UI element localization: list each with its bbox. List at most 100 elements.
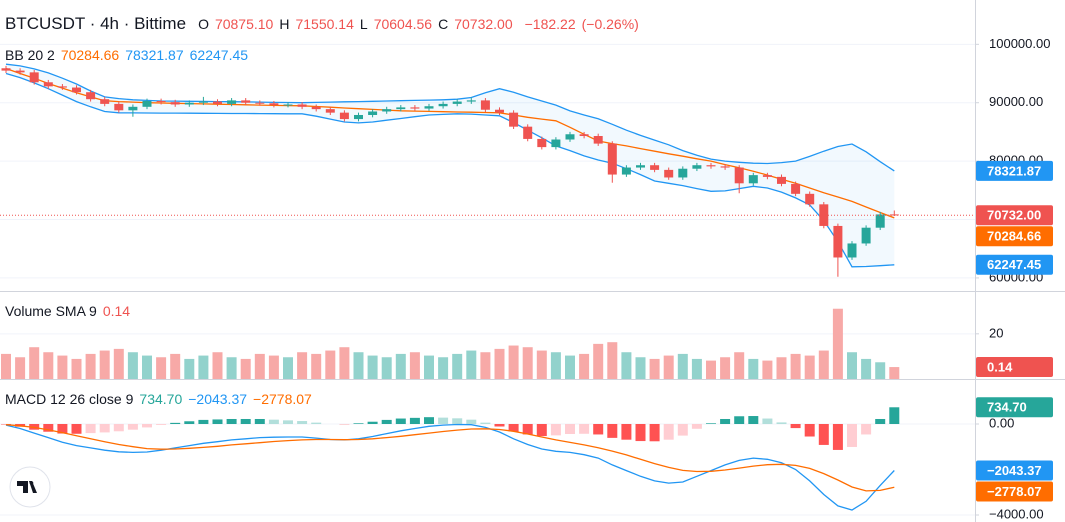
volume-bar: [522, 347, 533, 379]
volume-bar: [818, 350, 829, 379]
volume-bar: [156, 357, 167, 379]
candle-body: [875, 214, 885, 228]
candle-body: [114, 103, 124, 111]
bb-line: [5, 72, 895, 268]
macd-hist-bar: [649, 423, 660, 442]
candle-body: [142, 100, 152, 107]
macd-hist-bar: [522, 423, 533, 435]
price-badge: [976, 205, 1053, 226]
macd-hist-bar: [43, 423, 54, 432]
ohlc-key: H: [279, 16, 290, 32]
marks-layer: [0, 63, 975, 511]
volume-pane: [1, 308, 900, 379]
volume-bar: [762, 360, 773, 379]
main-legend: BTCUSDT · 4h · Bittime O 70875.10 H 71550.14…: [5, 14, 645, 34]
macd-hist-bar: [113, 423, 124, 432]
candle-body: [86, 92, 96, 100]
price-badge-label: −2043.37: [987, 463, 1042, 478]
volume-bar: [409, 352, 420, 379]
price-badge: [976, 254, 1053, 275]
macd-hist-bar: [268, 419, 279, 424]
volume-bar: [325, 350, 336, 379]
macd-value: −2043.37: [188, 391, 248, 407]
macd-hist-bar: [142, 423, 152, 428]
volume-bar: [353, 352, 364, 379]
candle-body: [15, 70, 25, 73]
volume-bar: [804, 355, 815, 379]
macd-hist-bar: [367, 421, 378, 424]
macd-hist-bar: [99, 423, 110, 433]
candle-body: [29, 72, 39, 83]
bb-value: 62247.45: [189, 47, 249, 63]
volume-bar: [268, 355, 279, 379]
macd-hist-bar: [283, 420, 293, 424]
bb-line: [5, 63, 895, 172]
volume-bar: [649, 358, 660, 379]
macd-title: MACD 12 26 close 9: [5, 391, 134, 407]
volume-bar: [691, 358, 702, 379]
volume-title: Volume SMA 9: [5, 303, 97, 319]
candle-body: [734, 167, 744, 184]
candle-body: [170, 102, 180, 105]
candle-body: [678, 168, 688, 178]
candle-body: [748, 175, 758, 184]
candle-body: [325, 109, 335, 113]
candle-body: [650, 165, 660, 170]
axis-layer: 100000.0090000.0080000.0070000.0060000.0…: [975, 36, 1053, 521]
candle-body: [297, 104, 307, 107]
candle-body: [762, 175, 772, 177]
candle-body: [861, 227, 871, 244]
candle-body: [339, 112, 349, 120]
volume-bar: [43, 352, 54, 379]
macd-hist-bar: [875, 418, 886, 424]
candle-body: [255, 102, 265, 104]
macd-hist-bar: [353, 423, 364, 424]
volume-bar: [847, 352, 857, 379]
macd-hist-bar: [226, 418, 237, 424]
volume-bar: [466, 350, 477, 379]
candle-body: [438, 103, 448, 107]
macd-hist-bar: [847, 423, 857, 447]
candle-body: [72, 87, 81, 93]
ohlc-readout: O 70875.10 H 71550.14 L 70604.56 C 70732.00: [198, 16, 519, 32]
candle-body: [184, 102, 194, 105]
candle-body: [551, 139, 561, 148]
macd-hist-bar: [593, 423, 604, 435]
candle-body: [368, 111, 378, 115]
volume-bar: [240, 358, 251, 379]
candle-body: [1, 68, 11, 71]
ohlc-value: 71550.14: [295, 16, 354, 32]
macd-hist-bar: [748, 416, 759, 424]
volume-bar: [85, 353, 96, 379]
price-badge-label: 0.14: [987, 359, 1013, 374]
candle-body: [156, 100, 166, 103]
volume-bar: [494, 348, 505, 379]
macd-hist-bar: [691, 423, 702, 429]
volume-bar: [170, 353, 181, 379]
volume-bar: [226, 357, 237, 379]
volume-bar: [184, 358, 195, 379]
candle-body: [523, 126, 533, 139]
volume-bar: [861, 358, 872, 379]
candle-body: [241, 100, 251, 103]
volume-bar: [663, 355, 674, 379]
macd-value: −2778.07: [253, 391, 312, 407]
candle-body: [537, 138, 547, 148]
bb-values: 70284.66 78321.87 62247.45: [61, 47, 254, 63]
candle-body: [128, 106, 138, 111]
candle-body: [410, 107, 420, 109]
logo-badge: [9, 466, 51, 508]
macd-hist-bar: [156, 423, 167, 425]
bb-line: [5, 67, 895, 219]
bb-legend: BB 20 2 70284.66 78321.87 62247.45: [5, 47, 260, 63]
macd-values: −2043.37 −2778.07: [188, 391, 318, 407]
ohlc-value: 70875.10: [214, 16, 274, 32]
macd-hist-bar: [127, 423, 138, 430]
volume-bar: [776, 357, 787, 379]
candle-body: [354, 114, 363, 120]
candle-body: [213, 101, 222, 104]
volume-bar: [424, 355, 434, 379]
macd-hist-bar: [198, 419, 209, 424]
